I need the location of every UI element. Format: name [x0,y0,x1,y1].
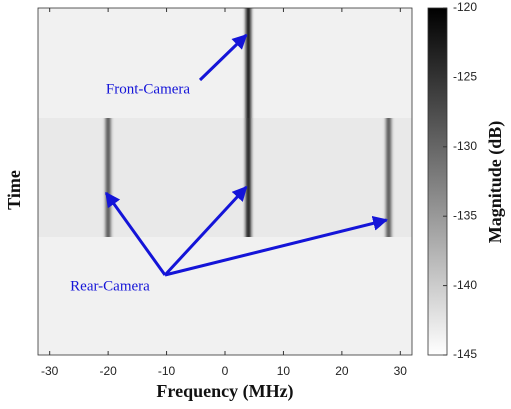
colorbar-tick-label: -120 [453,0,477,14]
x-tick-label: 30 [394,364,408,378]
annotation: Front-Camera [106,81,190,97]
x-tick-label: -10 [158,364,176,378]
x-tick-label: 20 [335,364,349,378]
colorbar-tick-label: -125 [453,70,477,84]
annotation-arrow [163,185,248,277]
annotation: Rear-Camera [70,278,150,294]
x-axis-title: Frequency (MHz) [156,381,293,402]
colorbar-tick-label: -135 [453,208,477,222]
colorbar-tick-label: -145 [453,347,477,361]
colorbar-title: Magnitude (dB) [485,121,506,244]
colorbar-tick-label: -130 [453,139,477,153]
x-tick-label: 0 [222,364,229,378]
signal-stripe [245,118,251,237]
x-tick-label: -30 [41,364,59,378]
colorbar [427,7,448,356]
x-tick-label: 10 [277,364,291,378]
annotation-arrow [104,191,167,276]
x-tick-label: -20 [99,364,117,378]
annotation-arrow [164,215,389,277]
colorbar-tick-label: -140 [453,278,477,292]
signal-stripe [105,118,111,237]
signal-stripe [386,118,392,237]
annotation-arrow [198,33,248,82]
y-axis-title: Time [4,170,24,210]
active-region [38,118,412,237]
signal-stripe [245,8,251,118]
